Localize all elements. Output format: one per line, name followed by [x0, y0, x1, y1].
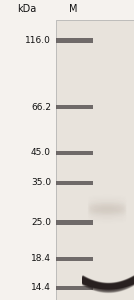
- Ellipse shape: [88, 202, 126, 207]
- Text: 66.2: 66.2: [31, 103, 51, 112]
- Ellipse shape: [88, 205, 126, 210]
- Text: kDa: kDa: [17, 4, 36, 14]
- Bar: [56, 286, 93, 290]
- Bar: [56, 220, 93, 225]
- Text: 116.0: 116.0: [25, 36, 51, 45]
- Ellipse shape: [88, 203, 126, 209]
- Text: 45.0: 45.0: [31, 148, 51, 157]
- Bar: [56, 181, 93, 185]
- Text: 14.4: 14.4: [31, 284, 51, 292]
- Bar: [56, 20, 134, 300]
- Text: 18.4: 18.4: [31, 254, 51, 263]
- Bar: [56, 257, 93, 261]
- Ellipse shape: [88, 207, 126, 212]
- Ellipse shape: [88, 208, 126, 214]
- Text: M: M: [69, 4, 78, 14]
- Text: 25.0: 25.0: [31, 218, 51, 227]
- Text: 35.0: 35.0: [31, 178, 51, 187]
- Ellipse shape: [88, 210, 126, 215]
- Ellipse shape: [88, 211, 126, 216]
- Bar: [56, 105, 93, 109]
- Ellipse shape: [88, 206, 126, 211]
- Bar: [56, 151, 93, 155]
- Bar: [56, 38, 93, 44]
